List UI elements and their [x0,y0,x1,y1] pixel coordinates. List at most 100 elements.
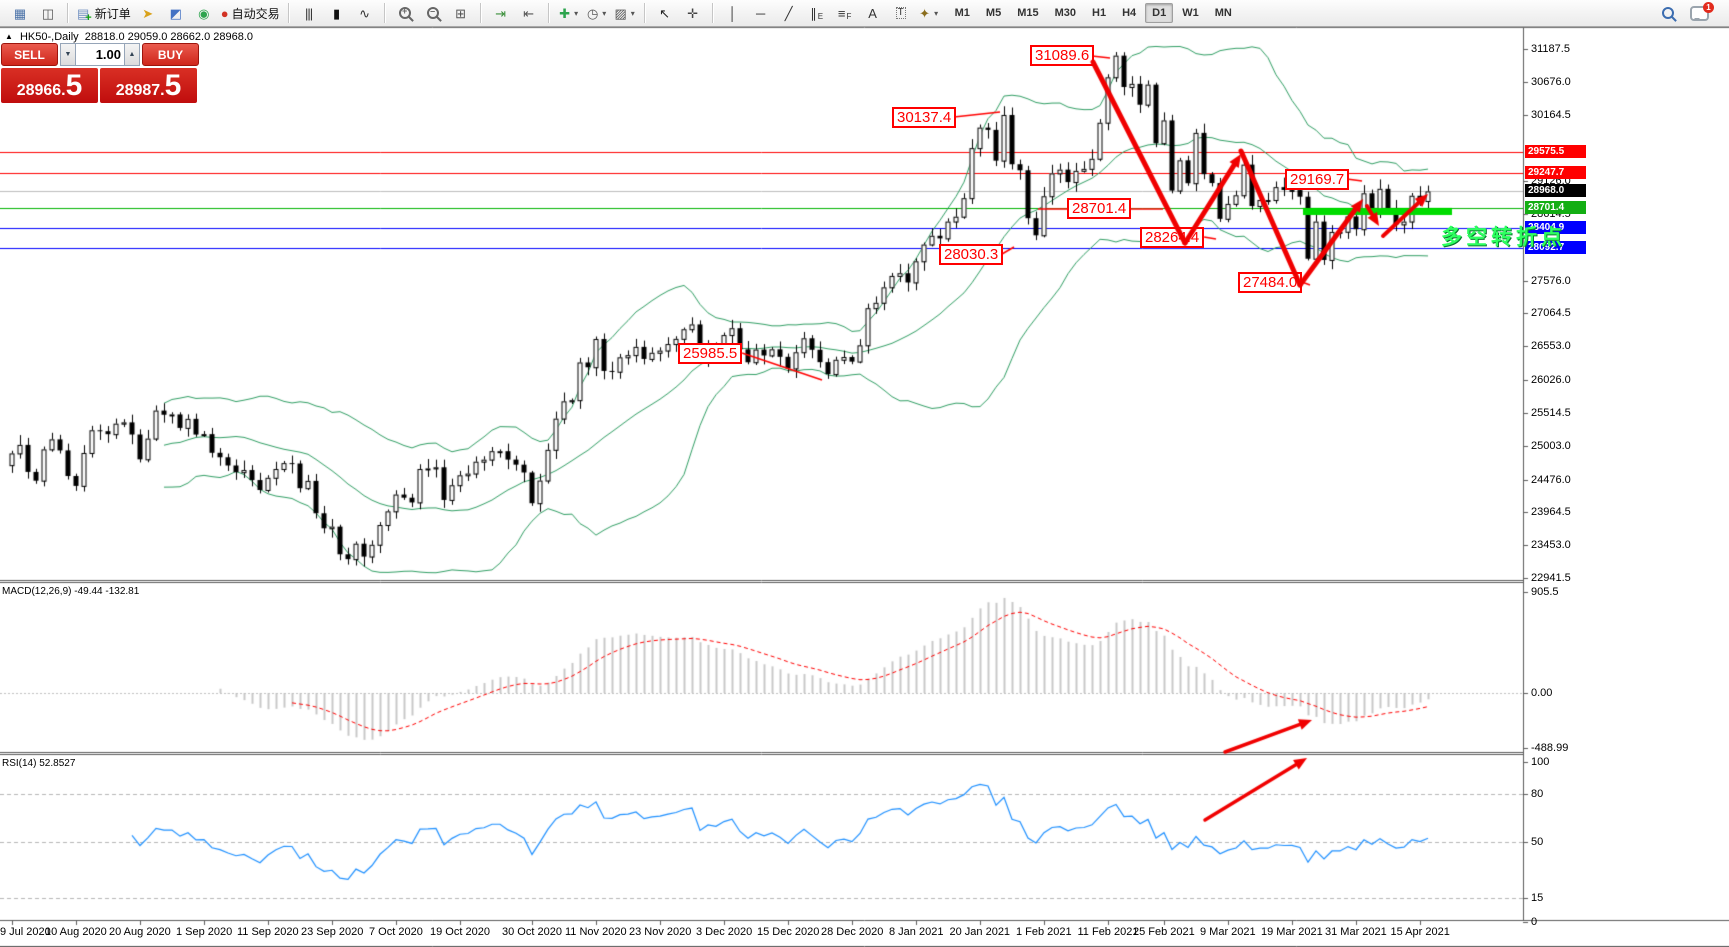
price-axis-badge: 28968.0 [1525,184,1586,198]
timeframe-h4[interactable]: H4 [1122,7,1137,19]
autotrading-icon: ● [220,5,229,21]
price-axis-badge: 29575.5 [1525,145,1586,159]
chart-window-button[interactable]: ▦ [6,2,34,24]
arrows-button[interactable]: ✦ ▾ [915,2,943,24]
market-watch-icon: ➤ [142,5,154,21]
price-axis-tick-label: 23964.5 [1531,506,1571,519]
market-watch-button[interactable]: ➤ [134,2,162,24]
text-label-button[interactable]: T [887,2,915,24]
toolbar-separator [643,3,646,23]
buy-price[interactable]: 28987. 5 [100,68,197,103]
fibonacci-button[interactable]: ≡ F [831,2,859,24]
rsi-axis-tick-label: 50 [1531,836,1544,848]
equidistant-channel-icon: ∥ [810,5,817,21]
price-annotation-label[interactable]: 29169.7 [1285,169,1350,190]
horizontal-line-button[interactable]: ─ [747,2,775,24]
sell-price[interactable]: 28966. 5 [1,68,98,103]
bar-chart-button[interactable]: ||| [295,2,323,24]
data-window-button[interactable]: ◫ [34,2,62,24]
toolbar-separator [479,3,482,23]
cursor-button[interactable]: ↖ [651,2,679,24]
navigator-button[interactable]: ◩ [162,2,190,24]
trend-line-button[interactable]: ╱ [775,2,803,24]
timeframe-mn[interactable]: MN [1214,7,1232,19]
date-axis-label: 20 Jan 2021 [949,926,1011,938]
price-axis-tick-label: 30676.0 [1531,75,1571,88]
data-window-icon: ◫ [41,5,55,21]
price-annotation-label[interactable]: 27484.0 [1238,272,1303,293]
timeframe-m5[interactable]: M5 [985,7,1002,19]
fibonacci-letter: F [846,11,852,21]
chevron-down-icon: ▾ [934,8,939,18]
chart-shift-button[interactable]: ⇤ [515,2,543,24]
price-annotation-label[interactable]: 28264.4 [1140,227,1205,248]
macd-axis-tick-label: 0.00 [1531,687,1553,699]
vertical-line-button[interactable]: │ [719,2,747,24]
volume-increase-button[interactable]: ▲ [124,43,140,66]
zoom-in-icon: + [398,6,411,19]
price-annotation-label[interactable]: 31089.6 [1030,45,1095,66]
volume-decrease-button[interactable]: ▼ [60,43,76,66]
chevron-down-icon: ▾ [574,8,579,18]
date-axis-label: 1 Sep 2020 [176,926,233,938]
date-axis-label: 19 Mar 2021 [1261,926,1323,938]
crosshair-icon: ✛ [687,5,699,21]
buy-button[interactable]: BUY [142,43,199,66]
toolbar-separator [547,3,550,23]
volume-input[interactable] [76,43,124,66]
price-annotation-label[interactable]: 30137.4 [892,107,957,128]
timeframe-h1[interactable]: H1 [1092,7,1107,19]
new-order-button[interactable]: ▤ + 新订单 [74,2,134,24]
price-axis-tick-label: 26026.0 [1531,374,1571,387]
indicators-button[interactable]: ✚ ▾ [555,2,583,24]
tile-windows-icon: ⊞ [455,5,467,21]
trade-panel-collapse-icon[interactable]: ▲ [5,32,13,41]
vertical-line-icon: │ [728,5,737,21]
notifications-icon[interactable]: 1 [1690,1,1714,21]
navigator-icon: ◩ [169,5,182,21]
date-axis-label: 1 Feb 2021 [1016,926,1072,938]
periods-button[interactable]: ◷ ▾ [583,2,611,24]
price-annotation-label[interactable]: 25985.5 [678,343,743,364]
zoom-out-button[interactable]: – [419,2,447,24]
turning-point-annotation[interactable]: 多空转折点 [1441,226,1566,249]
equidistant-channel-button[interactable]: ∥ E [803,2,831,24]
timeframe-d1[interactable]: D1 [1145,3,1174,23]
date-axis-label: 9 Mar 2021 [1200,926,1256,938]
price-annotation-label[interactable]: 28030.3 [939,244,1004,265]
search-icon[interactable] [1662,7,1674,19]
price-axis-badge: 29247.7 [1525,166,1586,180]
toolbar-separator [711,3,714,23]
zoom-in-button[interactable]: + [391,2,419,24]
auto-scroll-button[interactable]: ⇥ [487,2,515,24]
equidistant-channel-letter: E [817,11,824,21]
macd-label: MACD(12,26,9) -49.44 -132.81 [2,586,140,597]
toolbar-separator [287,3,290,23]
zoom-out-icon: – [426,6,439,19]
crosshair-button[interactable]: ✛ [679,2,707,24]
signals-button[interactable]: ◉ [190,2,218,24]
chart-shift-icon: ⇤ [523,5,535,21]
text-button[interactable]: A [859,2,887,24]
line-chart-icon: ∿ [359,5,371,21]
timeframe-m1[interactable]: M1 [954,7,970,19]
date-axis-label: 23 Sep 2020 [301,926,364,938]
templates-button[interactable]: ▨ ▾ [611,2,639,24]
price-axis-tick-label: 27064.5 [1531,307,1571,320]
tile-windows-button[interactable]: ⊞ [447,2,475,24]
price-annotation-label[interactable]: 28701.4 [1067,198,1132,219]
indicators-icon: ✚ [559,5,571,21]
line-chart-button[interactable]: ∿ [351,2,379,24]
price-axis-tick-label: 22941.5 [1531,571,1571,584]
timeframe-m15[interactable]: M15 [1017,7,1039,19]
price-axis-tick-label: 31187.5 [1531,43,1570,55]
date-axis-label: 7 Oct 2020 [369,926,423,938]
sell-button[interactable]: SELL [1,43,58,66]
timeframe-w1[interactable]: W1 [1182,7,1199,19]
bar-chart-icon: ||| [305,5,313,21]
candle-chart-button[interactable]: ▮ [323,2,351,24]
toolbar-separator [383,3,386,23]
timeframe-m30[interactable]: M30 [1054,7,1076,19]
autotrading-button[interactable]: ● 自动交易 [218,2,283,24]
